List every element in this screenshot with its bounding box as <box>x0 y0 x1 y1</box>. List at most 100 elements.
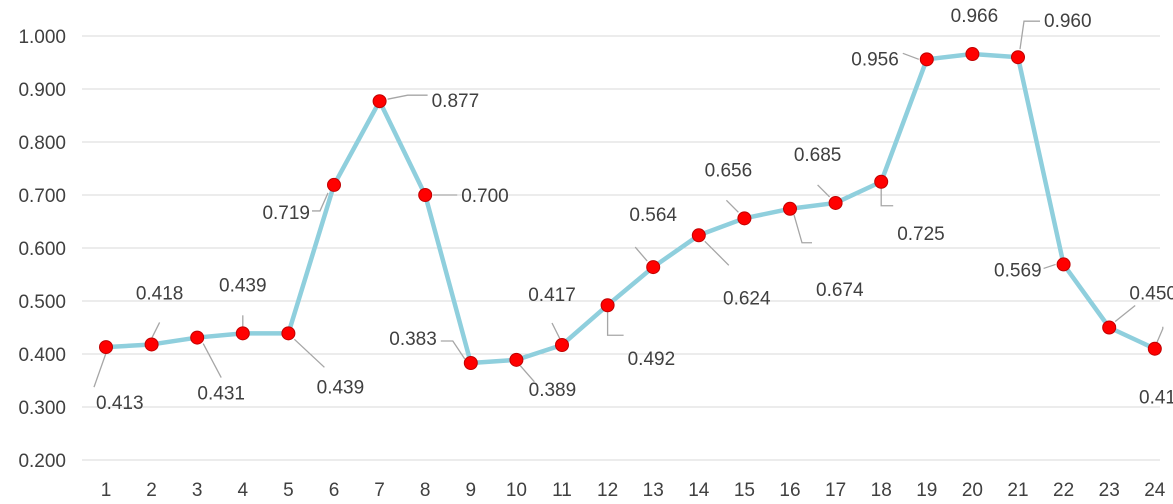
leader-line <box>151 322 161 339</box>
data-point <box>327 177 341 192</box>
leader-line <box>793 214 812 244</box>
data-label: 0.966 <box>951 6 999 27</box>
data-label: 0.569 <box>994 260 1042 281</box>
data-point <box>737 211 752 226</box>
series-line <box>103 51 1158 366</box>
leader-line <box>634 246 648 262</box>
x-tick-label: 14 <box>688 480 710 501</box>
data-label-leader-lines <box>93 20 1164 388</box>
data-label: 0.492 <box>628 349 676 370</box>
leader-line <box>387 94 428 100</box>
y-tick-label: 0.500 <box>18 292 66 313</box>
data-point <box>691 228 706 243</box>
data-label: 0.960 <box>1044 11 1092 32</box>
data-point <box>783 201 797 216</box>
y-tick-label: 0.600 <box>18 239 66 260</box>
x-axis-tick-labels: 1 2 3 4 5 6 7 8 9 10 11 12 13 14 15 16 17 18 19 20 21 22 23 24 <box>101 480 1166 501</box>
leader-line <box>312 192 329 212</box>
data-label: 0.389 <box>529 380 577 401</box>
data-label: 0.383 <box>389 329 437 350</box>
y-tick-label: 1.000 <box>18 27 66 48</box>
x-tick-label: 5 <box>283 480 294 501</box>
x-tick-label: 7 <box>374 480 385 501</box>
data-label: 0.656 <box>705 160 753 181</box>
data-point <box>874 174 889 189</box>
leader-line <box>202 343 222 378</box>
y-tick-label: 0.800 <box>18 133 66 154</box>
data-point <box>99 340 113 355</box>
leader-line <box>93 352 107 388</box>
y-tick-label: 0.300 <box>18 398 66 419</box>
data-points <box>99 47 1162 371</box>
data-label: 0.674 <box>816 280 864 301</box>
data-point <box>372 94 387 109</box>
x-tick-label: 10 <box>506 480 527 501</box>
x-tick-label: 3 <box>192 480 203 501</box>
leader-line <box>1156 326 1164 343</box>
y-axis-tick-labels: 0.200 0.300 0.400 0.500 0.600 0.700 0.800 0.900… <box>18 27 66 472</box>
x-tick-label: 1 <box>101 480 112 501</box>
leader-line <box>551 322 561 340</box>
x-tick-label: 18 <box>871 480 892 501</box>
x-tick-label: 19 <box>916 480 937 501</box>
leader-line <box>1019 20 1040 50</box>
data-label: 0.431 <box>197 384 245 405</box>
y-tick-label: 0.400 <box>18 345 66 366</box>
leader-line <box>725 199 739 213</box>
data-label: 0.418 <box>136 283 184 304</box>
data-point <box>1056 257 1071 272</box>
data-label: 0.410 <box>1139 388 1173 409</box>
data-label: 0.877 <box>432 91 480 112</box>
x-tick-label: 4 <box>238 480 249 501</box>
data-point <box>144 337 159 352</box>
x-tick-label: 9 <box>466 480 477 501</box>
data-point <box>1147 341 1162 356</box>
data-label: 0.719 <box>262 203 310 224</box>
data-point <box>190 330 205 345</box>
leader-line <box>704 240 730 266</box>
data-point <box>463 356 478 371</box>
data-point <box>235 326 250 341</box>
data-point <box>281 326 296 341</box>
y-tick-label: 0.700 <box>18 186 66 207</box>
x-tick-label: 2 <box>146 480 157 501</box>
data-point <box>418 188 433 202</box>
x-tick-label: 20 <box>962 480 983 501</box>
leader-line <box>440 340 466 360</box>
x-tick-label: 13 <box>643 480 664 501</box>
x-tick-label: 23 <box>1099 480 1120 501</box>
x-tick-label: 8 <box>420 480 431 501</box>
data-point <box>509 352 524 367</box>
series-line-layer <box>103 51 1158 366</box>
data-point <box>965 47 980 62</box>
data-point <box>919 52 934 67</box>
leader-line <box>817 184 831 198</box>
x-tick-label: 15 <box>734 480 755 501</box>
data-label: 0.685 <box>794 145 842 166</box>
x-tick-label: 21 <box>1007 480 1028 501</box>
leader-line <box>902 52 920 60</box>
data-point <box>1102 320 1117 335</box>
data-label: 0.413 <box>96 393 144 414</box>
data-point <box>1011 50 1025 65</box>
data-point <box>555 337 569 352</box>
data-label: 0.450 <box>1129 284 1173 305</box>
data-label: 0.956 <box>851 49 899 70</box>
y-tick-label: 0.900 <box>18 80 66 101</box>
x-tick-label: 6 <box>329 480 340 501</box>
data-label: 0.725 <box>897 224 945 245</box>
leader-line <box>519 365 535 383</box>
x-tick-label: 11 <box>552 480 572 501</box>
gridlines <box>82 35 1160 461</box>
leader-line <box>606 311 624 336</box>
data-label: 0.624 <box>723 288 771 309</box>
leader-line <box>880 187 894 207</box>
data-label: 0.564 <box>629 205 677 226</box>
data-point <box>828 195 843 210</box>
data-labels: 0.413 0.418 0.431 0.439 0.439 0.719 0.877 0.700… <box>96 6 1173 414</box>
data-label: 0.439 <box>317 377 365 398</box>
data-label: 0.417 <box>528 285 576 306</box>
data-point <box>646 260 661 275</box>
x-tick-label: 12 <box>597 480 618 501</box>
